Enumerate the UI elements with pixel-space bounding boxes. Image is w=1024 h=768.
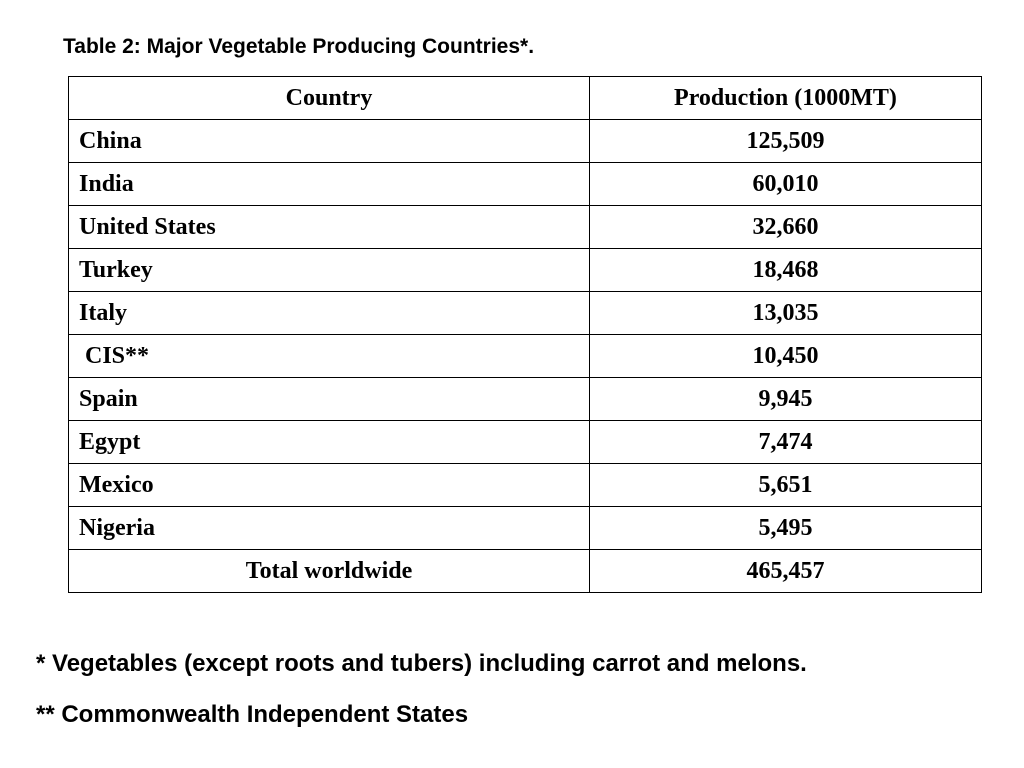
country-cell: China xyxy=(68,119,590,163)
production-cell: 60,010 xyxy=(589,162,982,206)
column-header-production: Production (1000MT) xyxy=(589,76,982,120)
table-row: United States 32,660 xyxy=(68,205,982,249)
footnote-vegetables: * Vegetables (except roots and tubers) i… xyxy=(36,650,807,677)
table-caption: Table 2: Major Vegetable Producing Count… xyxy=(63,35,535,58)
total-production-cell: 465,457 xyxy=(589,549,982,593)
country-cell: Mexico xyxy=(68,463,590,507)
production-cell: 5,495 xyxy=(589,506,982,550)
table-row: China 125,509 xyxy=(68,119,982,163)
country-cell: Spain xyxy=(68,377,590,421)
country-cell: Nigeria xyxy=(68,506,590,550)
country-cell: Italy xyxy=(68,291,590,335)
total-label-cell: Total worldwide xyxy=(68,549,590,593)
table-header-row: Country Production (1000MT) xyxy=(68,76,982,120)
table-row: Egypt 7,474 xyxy=(68,420,982,464)
table-row: Mexico 5,651 xyxy=(68,463,982,507)
production-cell: 32,660 xyxy=(589,205,982,249)
country-cell: Turkey xyxy=(68,248,590,292)
table-row: Italy 13,035 xyxy=(68,291,982,335)
country-cell: Egypt xyxy=(68,420,590,464)
production-cell: 7,474 xyxy=(589,420,982,464)
country-cell: CIS** xyxy=(68,334,590,378)
country-cell: United States xyxy=(68,205,590,249)
vegetable-production-table: Country Production (1000MT) China 125,50… xyxy=(68,76,982,593)
table-row: Nigeria 5,495 xyxy=(68,506,982,550)
production-cell: 13,035 xyxy=(589,291,982,335)
production-cell: 18,468 xyxy=(589,248,982,292)
table-row: Spain 9,945 xyxy=(68,377,982,421)
production-cell: 10,450 xyxy=(589,334,982,378)
production-cell: 9,945 xyxy=(589,377,982,421)
table-row: Turkey 18,468 xyxy=(68,248,982,292)
country-cell: India xyxy=(68,162,590,206)
footnote-cis: ** Commonwealth Independent States xyxy=(36,701,469,728)
production-cell: 125,509 xyxy=(589,119,982,163)
table-row: CIS** 10,450 xyxy=(68,334,982,378)
column-header-country: Country xyxy=(68,76,590,120)
table-row: India 60,010 xyxy=(68,162,982,206)
production-cell: 5,651 xyxy=(589,463,982,507)
total-row: Total worldwide 465,457 xyxy=(68,549,982,593)
